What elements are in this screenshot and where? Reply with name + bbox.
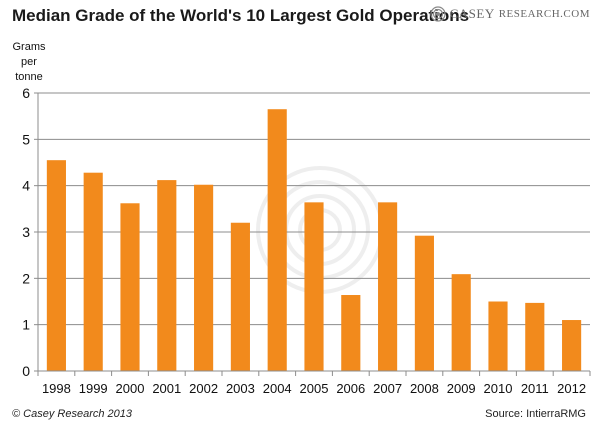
- bar: [194, 184, 214, 371]
- bar: [304, 202, 324, 371]
- y-tick-label: 3: [22, 224, 30, 240]
- bar: [46, 160, 66, 371]
- y-tick-label: 4: [22, 178, 30, 194]
- brand-logo: Casey Research.com: [429, 6, 590, 22]
- x-tick-label: 2001: [152, 381, 181, 396]
- y-tick-label: 0: [22, 363, 30, 379]
- bar: [562, 320, 582, 371]
- chart-title: Median Grade of the World's 10 Largest G…: [12, 6, 470, 25]
- y-tick-label: 2: [22, 270, 30, 286]
- x-tick-label: 2012: [557, 381, 586, 396]
- axes: [37, 93, 590, 372]
- x-tick-label: 2006: [336, 381, 365, 396]
- x-tick-label: 2005: [300, 381, 329, 396]
- concentric-rings-icon: [429, 6, 446, 22]
- bar: [83, 172, 103, 371]
- x-tick-label: 2011: [521, 381, 549, 396]
- bar: [267, 109, 287, 371]
- x-tick-label: 2003: [226, 381, 255, 396]
- bar: [488, 301, 508, 371]
- x-tick-label: 2009: [447, 381, 476, 396]
- x-tick-label: 1999: [79, 381, 108, 396]
- bar: [378, 202, 398, 371]
- x-tick-labels: 1998 1999 2000 2001 2002 2003 2004 2005 2006 2007…: [37, 371, 591, 396]
- y-tick-labels: 0 1 2 3 4 5 6: [22, 85, 30, 379]
- x-tick-label: 2007: [373, 381, 402, 396]
- copyright-note: © Casey Research 2013: [12, 408, 133, 420]
- bars: [46, 109, 582, 371]
- y-axis-label: Grams per tonne: [12, 41, 46, 83]
- x-tick-label: 2004: [263, 381, 292, 396]
- bar: [157, 180, 177, 371]
- source-note: Source: IntierraRMG: [485, 408, 586, 420]
- y-tick-label: 1: [22, 317, 30, 333]
- x-tick-label: 2010: [484, 381, 513, 396]
- bar: [414, 235, 434, 371]
- x-tick-label: 1998: [42, 381, 71, 396]
- bar: [120, 203, 140, 371]
- y-tick-label: 6: [22, 85, 30, 101]
- y-tick-label: 5: [22, 131, 30, 147]
- brand-name-first: Casey: [449, 6, 495, 21]
- bar: [230, 222, 250, 371]
- brand-name-second: Research.com: [498, 8, 590, 20]
- x-tick-label: 2008: [410, 381, 439, 396]
- x-tick-label: 2002: [189, 381, 218, 396]
- bar: [451, 274, 471, 371]
- x-tick-label: 2000: [116, 381, 145, 396]
- bar: [525, 302, 545, 371]
- bar: [341, 295, 361, 371]
